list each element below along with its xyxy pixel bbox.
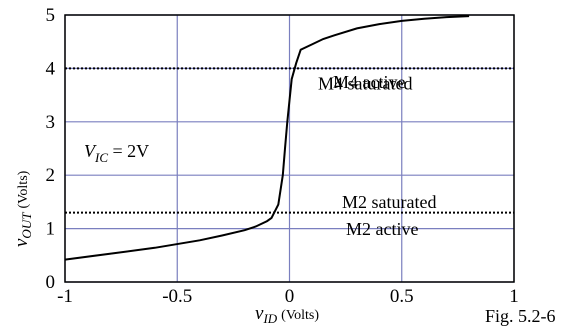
x-tick-labels: -1 -0.5 0 0.5 1 (57, 286, 519, 307)
y-axis-unit: (Volts) (16, 170, 31, 208)
annotation-m4-active: M4 active (333, 72, 405, 92)
annotation-m2-saturated: M2 saturated (342, 192, 436, 212)
vic-var: V (84, 141, 97, 161)
y-tick-label: 1 (46, 219, 56, 240)
figure-label: Fig. 5.2-6 (485, 306, 556, 326)
y-axis-label: vOUT (Volts) (11, 170, 34, 247)
annotation-m2-active: M2 active (346, 219, 418, 239)
plot-frame (64, 14, 515, 283)
y-tick-label: 2 (46, 165, 56, 186)
annotation-m4-saturated: M4 saturated (318, 73, 412, 93)
y-tick-label: 4 (46, 58, 56, 79)
x-axis-unit: (Volts) (281, 308, 319, 323)
series-line (64, 15, 470, 261)
x-tick-label: -0.5 (162, 286, 192, 307)
x-tick-label: -1 (57, 286, 73, 307)
y-axis-var: v (11, 238, 32, 247)
x-axis-sub: ID (262, 311, 277, 326)
y-tick-label: 0 (46, 272, 56, 293)
vic-value: = 2V (108, 141, 149, 161)
y-tick-label: 5 (46, 5, 56, 26)
x-tick-label: 1 (509, 286, 519, 307)
x-tick-label: 0 (285, 286, 295, 307)
y-tick-label: 3 (46, 112, 56, 133)
reference-lines (65, 67, 514, 214)
x-axis-label: vID (Volts) (255, 303, 319, 326)
x-axis-var: v (255, 303, 264, 324)
x-tick-label: 0.5 (390, 286, 414, 307)
vic-sub: IC (94, 150, 108, 165)
y-tick-labels: 0 1 2 3 4 5 (46, 5, 56, 293)
vic-annotation: VIC = 2V (84, 141, 149, 165)
y-axis-sub: OUT (19, 212, 34, 239)
